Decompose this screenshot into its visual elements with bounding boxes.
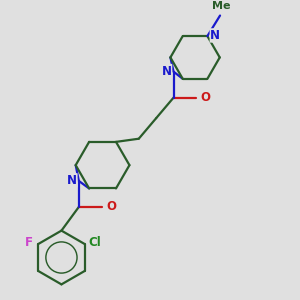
Text: F: F [25,236,33,249]
Text: O: O [106,200,116,213]
Text: Cl: Cl [88,236,101,249]
Text: Me: Me [212,1,231,11]
Text: O: O [201,91,211,104]
Text: N: N [210,29,220,42]
Text: N: N [162,64,172,77]
Text: N: N [67,174,77,187]
